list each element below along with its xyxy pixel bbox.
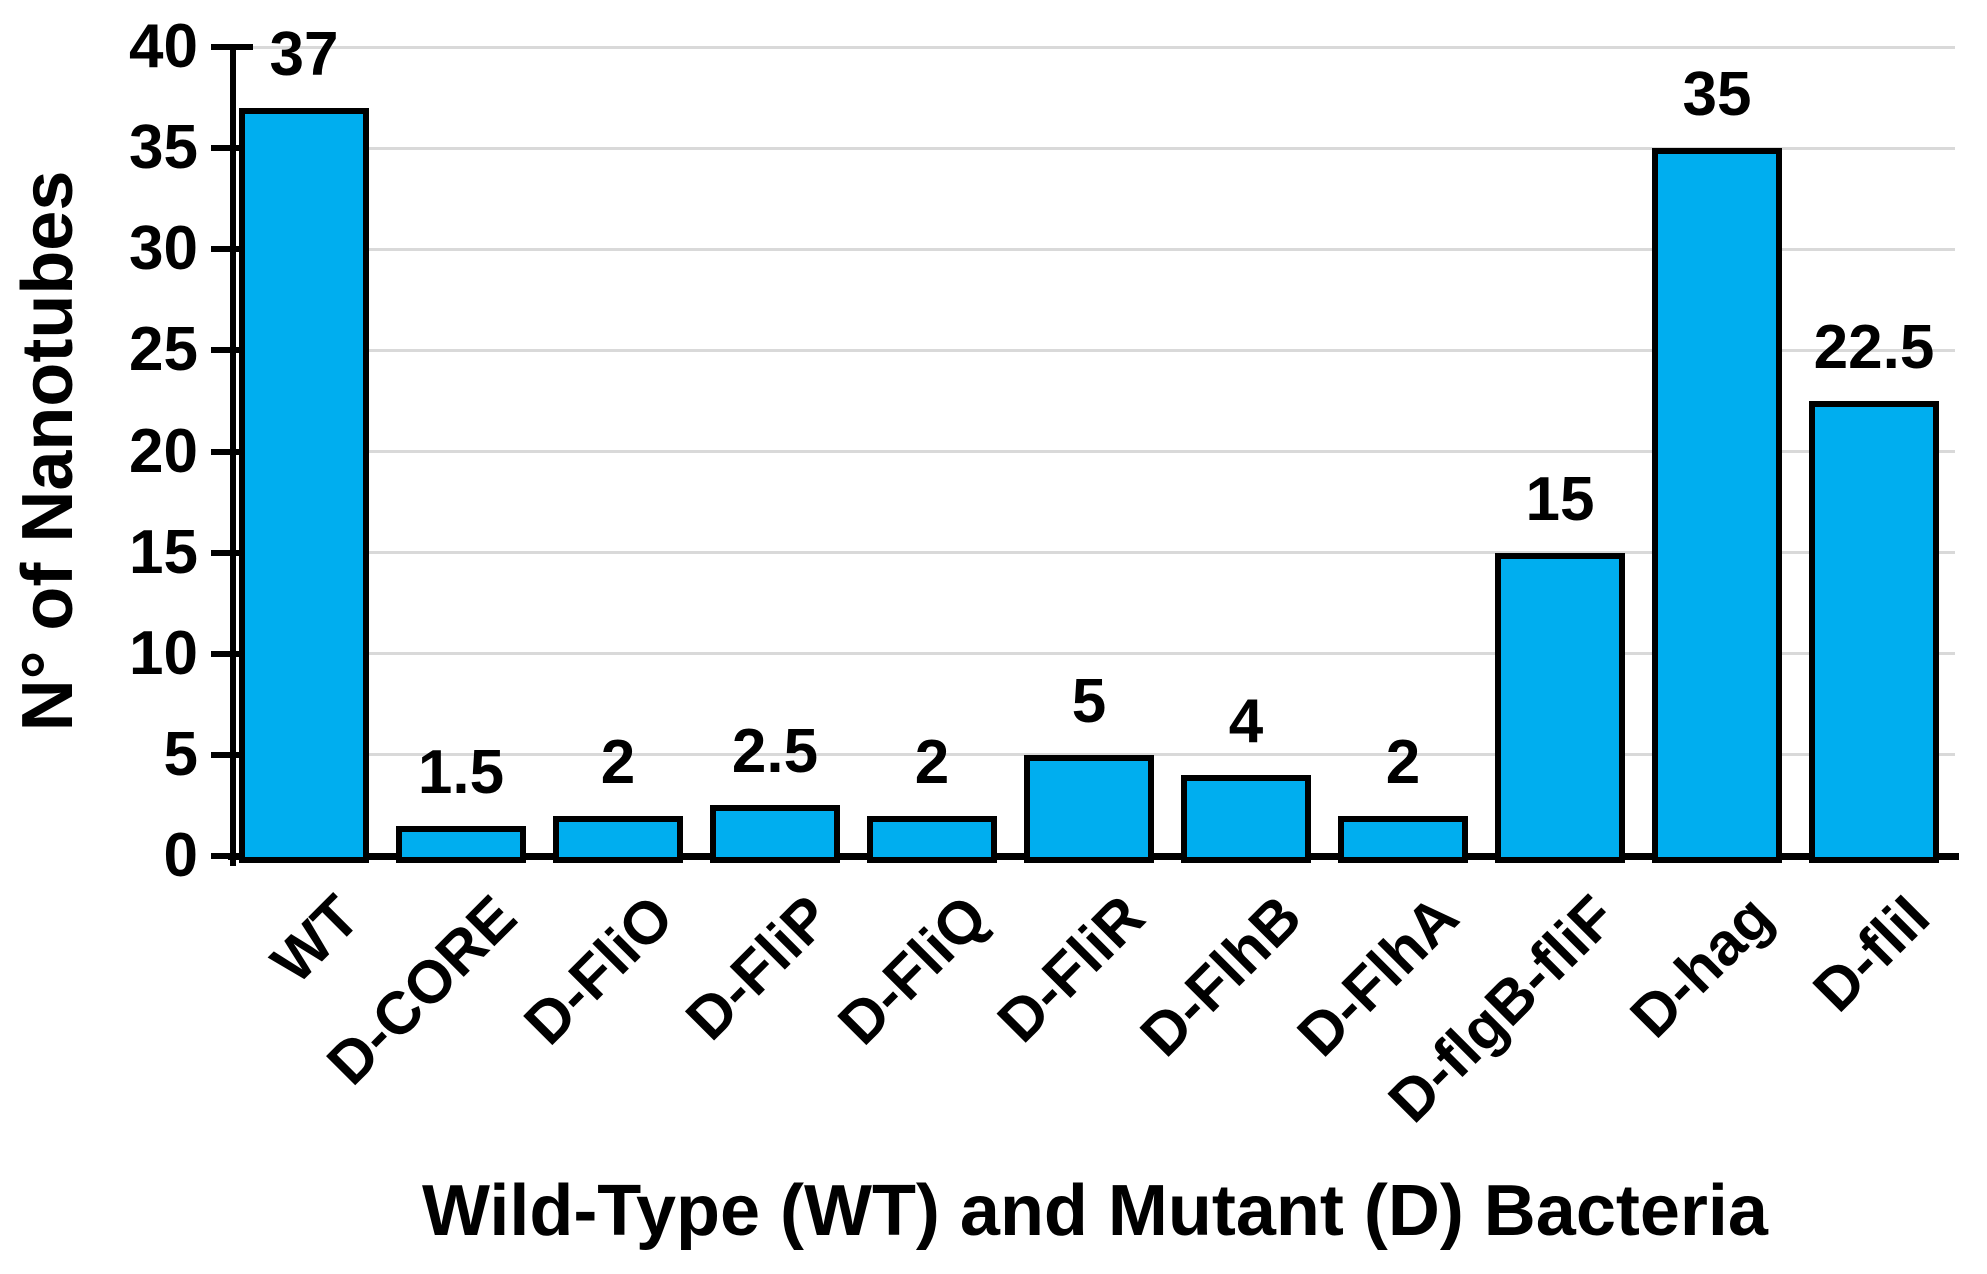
y-tick-label-15: 15 [129, 517, 198, 587]
gridline-15 [235, 551, 1955, 555]
bar-WT [239, 107, 369, 863]
bar-value-D-FliR: 5 [1071, 666, 1107, 736]
bar-D-FliR [1024, 754, 1154, 863]
bar-value-D-FlhB: 4 [1228, 687, 1264, 757]
bar-value-D-hag: 35 [1682, 60, 1752, 130]
gridline-40 [235, 45, 1955, 49]
bar-D-FliQ [867, 815, 997, 863]
bar-D-hag [1652, 148, 1782, 863]
gridline-30 [235, 247, 1955, 251]
bar-D-FlhA [1338, 815, 1468, 863]
y-tick-label-0: 0 [163, 821, 198, 890]
bar-value-WT: 37 [269, 19, 339, 89]
y-tick-10 [211, 650, 253, 657]
gridline-20 [235, 450, 1955, 453]
bar-value-D-flgB-fliF: 15 [1525, 464, 1595, 534]
bar-value-D-FliO: 2 [600, 727, 636, 797]
gridline-25 [235, 348, 1955, 352]
y-tick-label-35: 35 [129, 113, 198, 183]
bar-value-D-CORE: 1.5 [417, 737, 505, 807]
y-tick-label-5: 5 [163, 719, 198, 789]
x-axis-title: Wild-Type (WT) and Mutant (D) Bacteria [422, 1171, 1768, 1251]
y-tick-label-10: 10 [129, 618, 198, 688]
bar-D-FlhB [1181, 775, 1311, 863]
y-tick-label-40: 40 [129, 12, 198, 81]
bar-D-FliO [553, 815, 683, 863]
y-axis-line [230, 44, 236, 866]
y-tick-40 [211, 44, 253, 50]
bar-D-flgB-fliF [1495, 552, 1625, 863]
y-tick-label-25: 25 [129, 315, 198, 385]
y-tick-label-20: 20 [129, 416, 198, 486]
y-tick-0 [211, 853, 253, 859]
y-tick-15 [211, 549, 253, 556]
gridline-35 [235, 146, 1955, 150]
bar-D-fliI [1809, 400, 1939, 863]
bar-value-D-FliP: 2.5 [731, 717, 819, 787]
y-tick-label-30: 30 [129, 214, 198, 284]
bar-value-D-FliQ: 2 [914, 727, 950, 797]
bar-value-D-FlhA: 2 [1385, 727, 1421, 797]
bar-D-FliP [710, 805, 840, 863]
y-tick-30 [211, 246, 253, 253]
y-tick-25 [211, 347, 253, 354]
gridline-10 [235, 652, 1955, 656]
y-tick-35 [211, 145, 253, 152]
bar-D-CORE [396, 825, 526, 863]
bar-value-D-fliI: 22.5 [1813, 312, 1935, 382]
y-tick-20 [211, 448, 253, 455]
y-tick-5 [211, 751, 253, 758]
